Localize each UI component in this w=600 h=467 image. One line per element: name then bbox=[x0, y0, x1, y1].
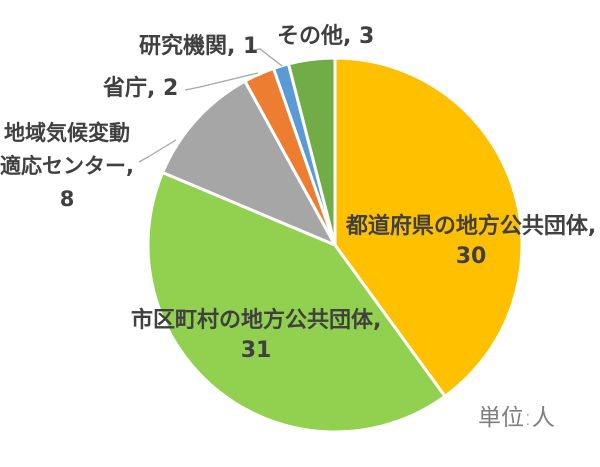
leader-line-regional-center bbox=[138, 139, 177, 163]
pie-slice-市区町村の地方公共団体 bbox=[146, 171, 447, 434]
pie-slice-地域気候変動適応センター bbox=[161, 79, 337, 247]
data-label-regional-center-value: 8 bbox=[59, 187, 75, 211]
data-label-regional-center: 地域気候変動 適応センター, 8 bbox=[0, 117, 134, 216]
data-label-regional-center-line1: 地域気候変動 bbox=[4, 121, 130, 145]
leader-line-ministry bbox=[184, 72, 259, 91]
data-label-research-institute: 研究機関, 1 bbox=[139, 34, 259, 59]
pie-slices bbox=[146, 56, 524, 434]
data-label-prefectures-name: 都道府県の地方公共団体, bbox=[345, 214, 597, 239]
data-label-other: その他, 3 bbox=[277, 24, 375, 49]
pie-slice-その他 bbox=[286, 56, 337, 247]
pie-slice-都道府県の地方公共団体 bbox=[333, 56, 524, 398]
data-label-municipalities: 市区町村の地方公共団体, 31 bbox=[131, 306, 381, 366]
data-label-municipalities-value: 31 bbox=[240, 338, 272, 363]
leader-lines bbox=[138, 48, 283, 163]
data-label-municipalities-name: 市区町村の地方公共団体, bbox=[131, 308, 382, 333]
data-label-prefectures-value: 30 bbox=[455, 244, 487, 269]
data-label-prefectures: 都道府県の地方公共団体, 30 bbox=[343, 212, 599, 272]
data-label-ministry: 省庁, 2 bbox=[103, 76, 179, 101]
unit-note: 単位:人 bbox=[478, 405, 555, 431]
leader-line-research-institute bbox=[247, 48, 283, 67]
data-label-regional-center-line2: 適応センター, bbox=[0, 154, 134, 178]
